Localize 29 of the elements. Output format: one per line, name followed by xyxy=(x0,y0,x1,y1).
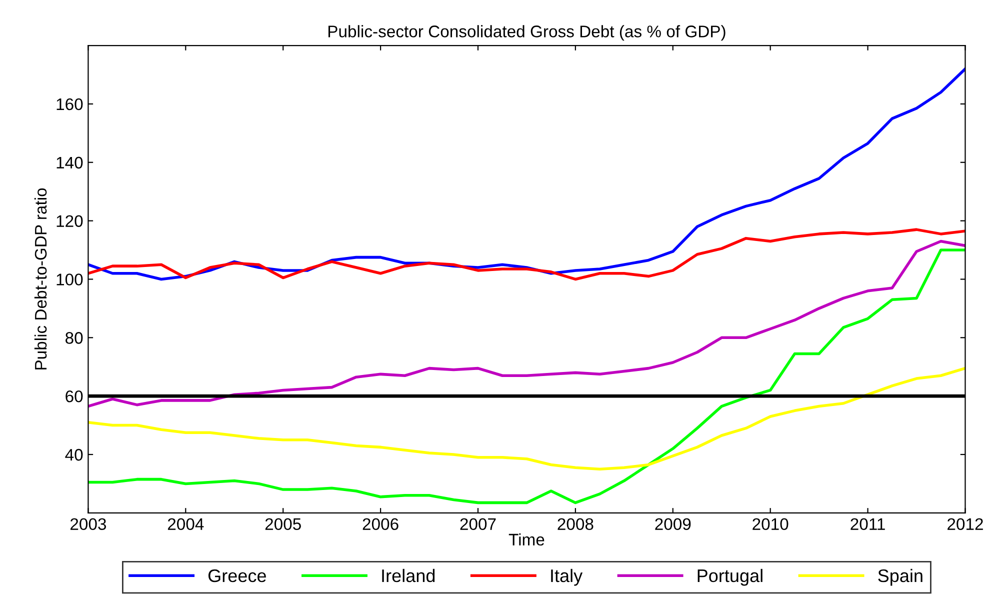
legend-label: Ireland xyxy=(382,568,435,582)
y-tick-label: 40 xyxy=(65,448,83,461)
x-tick-label: 2009 xyxy=(655,518,691,530)
y-tick-label: 80 xyxy=(66,332,83,344)
x-tick-label: 2011 xyxy=(850,518,885,530)
x-tick-label: 2006 xyxy=(362,518,398,530)
x-tick-label: 2008 xyxy=(558,518,594,530)
x-axis-title: Time xyxy=(508,533,544,546)
y-tick-label: 160 xyxy=(56,98,83,110)
legend-label: Portugal xyxy=(698,568,762,586)
line-series xyxy=(88,240,966,408)
x-tick-label: 2004 xyxy=(168,518,204,530)
legend-label: Spain xyxy=(878,568,922,586)
y-axis-title: Public Debt-to-GDP ratio xyxy=(34,188,47,370)
y-tick-label: 60 xyxy=(66,390,83,402)
x-tick-label: 2010 xyxy=(752,518,788,530)
line-series xyxy=(88,248,966,504)
line-series xyxy=(88,366,966,470)
chart-title: Public-sector Consolidated Gross Debt (as % of GDP) xyxy=(328,25,726,41)
legend-label: Italy xyxy=(551,568,583,586)
line-series xyxy=(88,228,966,281)
y-tick-label: 140 xyxy=(56,156,83,169)
legend-label: Greece xyxy=(208,569,266,582)
y-tick-label: 120 xyxy=(56,215,83,227)
x-tick-label: 2007 xyxy=(460,518,496,530)
x-tick-label: 2005 xyxy=(265,518,301,530)
y-tick-label: 100 xyxy=(56,274,83,286)
x-tick-label: 2003 xyxy=(70,518,106,530)
x-tick-label: 2012 xyxy=(948,518,983,530)
